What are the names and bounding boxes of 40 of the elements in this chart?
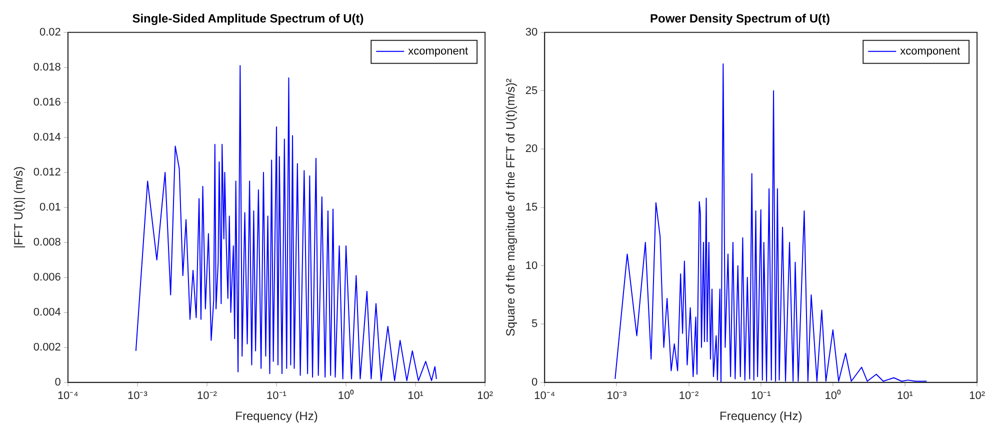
x-tick-label: 10⁻¹ [750, 390, 772, 402]
y-tick-label: 5 [532, 318, 538, 330]
x-axis-title: Frequency (Hz) [720, 409, 802, 424]
y-tick-label: 0 [532, 376, 538, 388]
x-tick-label: 10⁻⁴ [534, 390, 556, 402]
y-tick-label: 0.002 [33, 341, 61, 354]
x-tick-label: 10⁻² [678, 390, 700, 402]
legend-label: xcomponent [900, 45, 960, 58]
x-tick-label: 10⁰ [338, 389, 354, 402]
y-tick-label: 0.02 [40, 26, 61, 38]
x-tick-label: 10⁻⁴ [57, 390, 79, 402]
y-tick-label: 0.008 [33, 236, 61, 248]
x-tick-label: 10⁻² [197, 390, 218, 402]
x-tick-label: 10⁰ [824, 389, 842, 402]
y-tick-label: 0.012 [33, 166, 61, 178]
y-tick-label: 0.014 [33, 131, 61, 144]
y-tick-label: 0.006 [33, 271, 61, 284]
x-tick-label: 10² [477, 390, 494, 402]
x-tick-label: 10¹ [408, 390, 424, 402]
x-tick-label: 10⁻¹ [266, 390, 287, 402]
y-tick-label: 0.016 [33, 96, 61, 108]
legend-label: xcomponent [408, 45, 468, 58]
chart-title: Single-Sided Amplitude Spectrum of U(t) [132, 12, 364, 26]
y-tick-label: 10 [525, 260, 538, 272]
x-tick-label: 10¹ [897, 390, 914, 402]
x-axis-title: Frequency (Hz) [235, 409, 318, 424]
y-tick-label: 0.018 [33, 61, 61, 74]
y-tick-label: 30 [525, 26, 538, 38]
y-tick-label: 25 [525, 84, 538, 97]
x-tick-label: 10⁻³ [606, 390, 627, 402]
y-tick-label: 0.01 [40, 201, 61, 214]
y-axis-title: |FFT U(t)| (m/s) [12, 166, 26, 248]
y-tick-label: 0 [54, 376, 61, 388]
x-tick-label: 10² [969, 390, 986, 402]
x-tick-label: 10⁻³ [127, 390, 148, 402]
y-tick-label: 0.004 [33, 306, 61, 318]
y-tick-label: 20 [525, 143, 538, 156]
y-axis-title: Square of the magnitude of the FFT of U(t)(m/s)² [504, 78, 518, 336]
y-tick-label: 15 [525, 201, 538, 214]
chart-title: Power Density Spectrum of U(t) [650, 12, 830, 26]
